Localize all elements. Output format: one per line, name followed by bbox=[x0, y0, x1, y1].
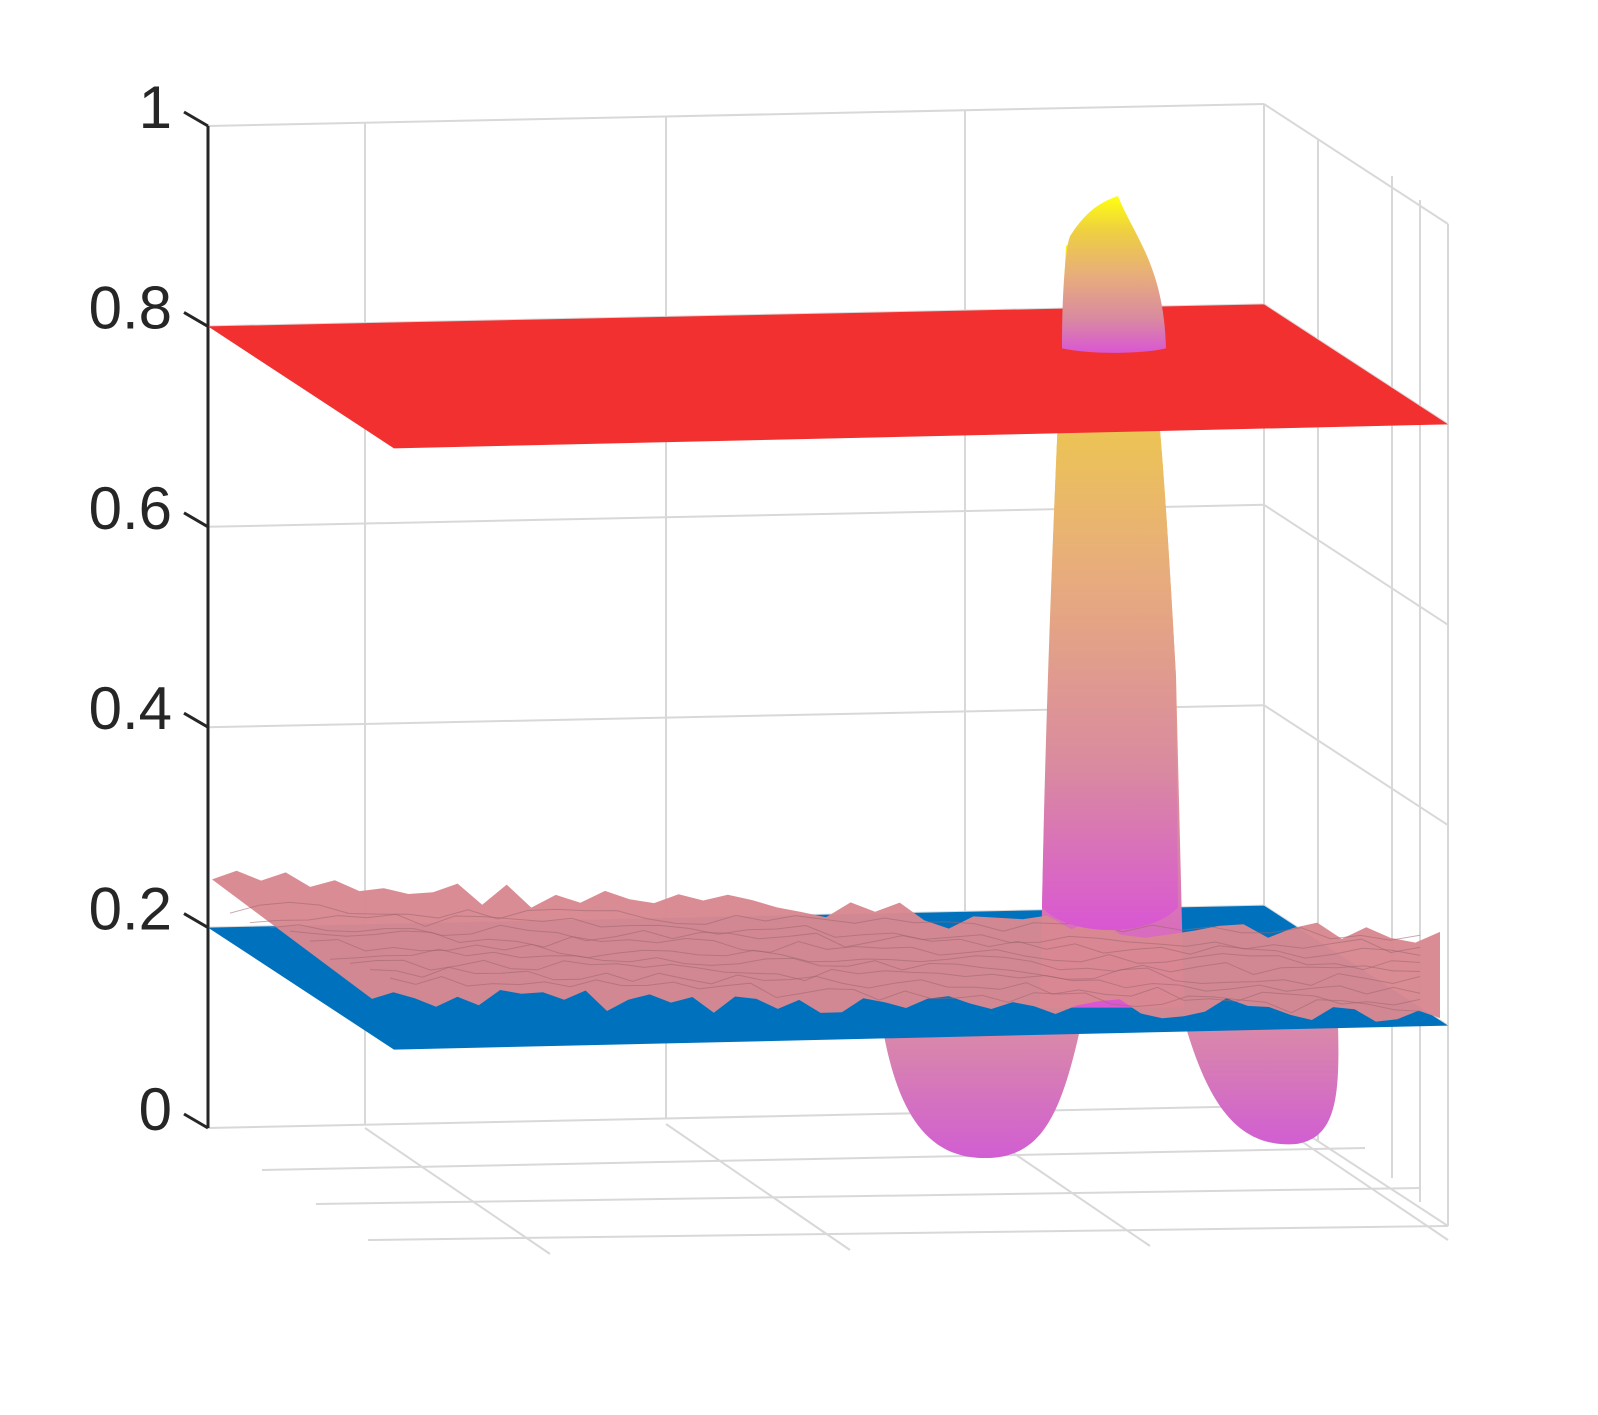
plane-red bbox=[208, 304, 1448, 449]
z-tick bbox=[183, 311, 209, 328]
grid-line-side bbox=[1263, 503, 1449, 626]
z-tick-label: 0.4 bbox=[89, 675, 172, 742]
grid-line-floor-depth bbox=[665, 1123, 851, 1251]
surface-noisy-mesh bbox=[229, 901, 1421, 941]
surfaces bbox=[208, 196, 1448, 1159]
surface-noisy-mesh bbox=[249, 913, 1421, 954]
surface-noisy bbox=[212, 870, 1440, 1022]
z-tick bbox=[183, 912, 209, 929]
surface-noisy-mesh bbox=[389, 975, 1421, 1014]
surface-noisy-mesh bbox=[329, 948, 1421, 986]
surface-noisy-mesh bbox=[269, 924, 1421, 959]
grid-line-floor-depth bbox=[364, 1127, 551, 1255]
grid-line-floor bbox=[315, 1187, 1421, 1205]
z-axis: 0 0.2 0.4 0.6 0.8 1 bbox=[89, 74, 210, 1143]
surface-noisy-mesh bbox=[349, 959, 1421, 995]
z-tick-label: 0.2 bbox=[89, 876, 172, 943]
z-tick bbox=[183, 110, 209, 128]
surface-dip bbox=[884, 1029, 1080, 1159]
z-tick bbox=[183, 1112, 209, 1130]
z-tick-label: 1 bbox=[139, 74, 172, 141]
surface-noisy-mesh bbox=[289, 930, 1421, 971]
surface-peak-tip bbox=[1062, 196, 1166, 353]
grid-line-back bbox=[207, 103, 1265, 127]
z-tick-label: 0.8 bbox=[89, 274, 172, 341]
surface-noisy-mesh bbox=[369, 966, 1421, 1006]
grid-line-side bbox=[1263, 704, 1449, 827]
grid-line-floor bbox=[367, 1225, 1449, 1241]
z-tick-label: 0 bbox=[139, 1076, 172, 1143]
surface-noisy-mesh bbox=[309, 939, 1421, 976]
z-tick bbox=[183, 511, 209, 529]
grid-line-floor bbox=[261, 1147, 1366, 1171]
z-tick-label: 0.6 bbox=[89, 475, 172, 542]
grid-line-back bbox=[207, 1105, 1265, 1129]
z-tick bbox=[183, 711, 209, 729]
surface-dip bbox=[1186, 1025, 1339, 1145]
grid-line-side bbox=[1263, 103, 1449, 225]
